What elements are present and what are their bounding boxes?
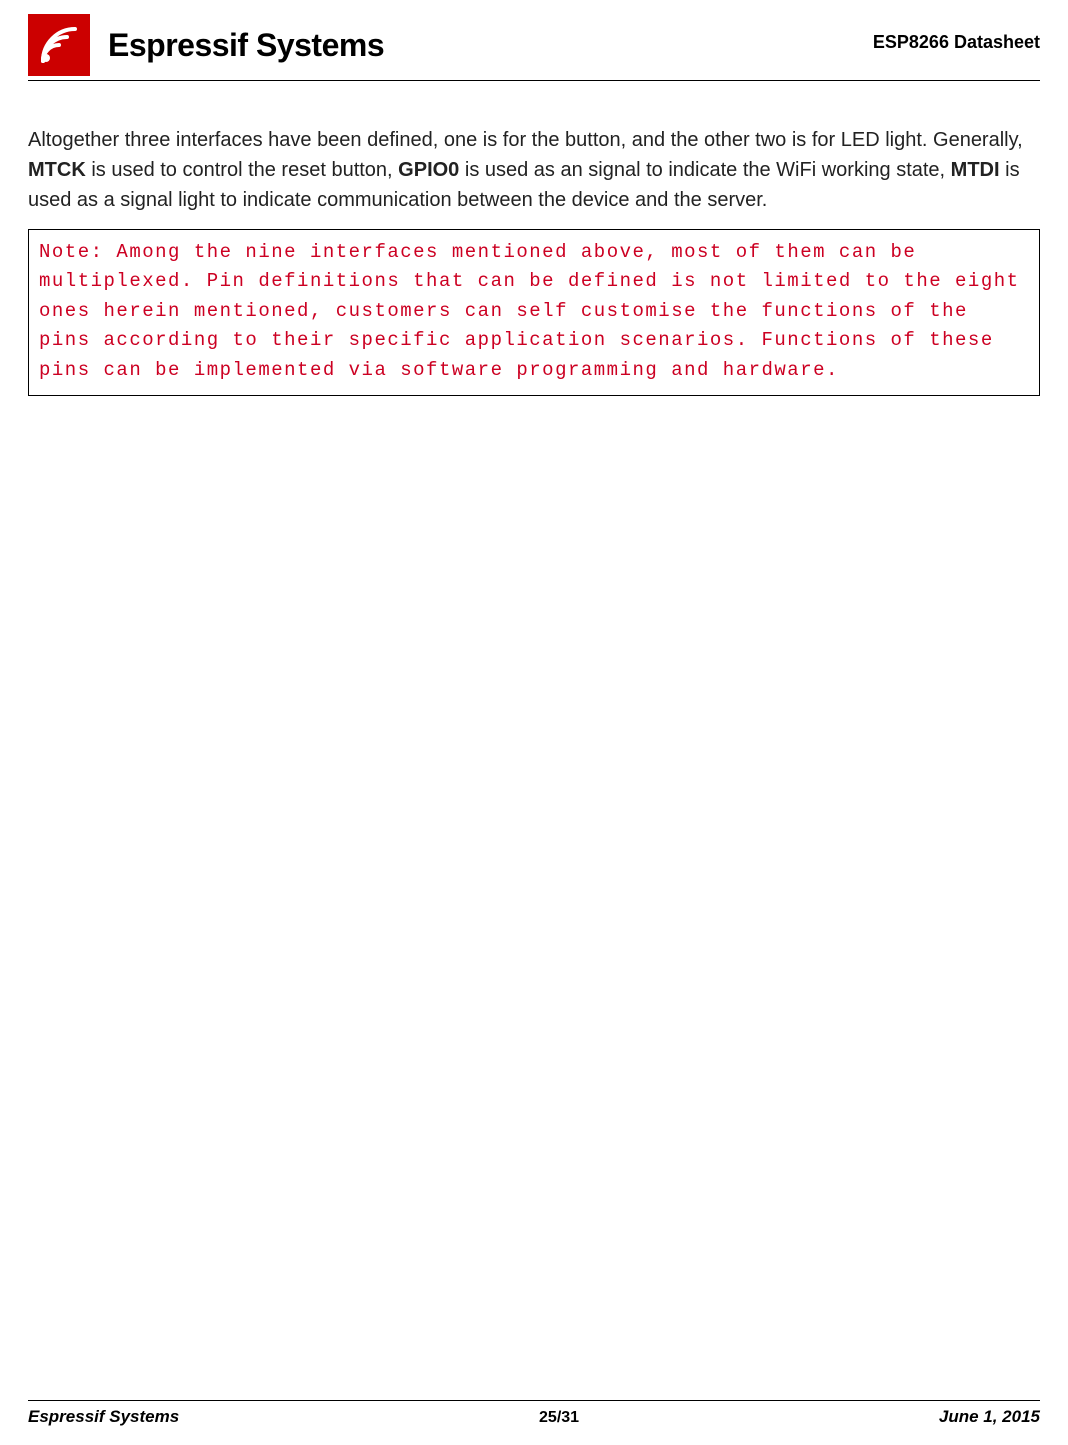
body-text-run: is used to control the reset button,: [86, 159, 398, 181]
espressif-logo: [28, 14, 90, 76]
footer-rule: [28, 1400, 1040, 1401]
body-text-run: Altogether three interfaces have been de…: [28, 129, 1023, 151]
espressif-logo-icon: [35, 21, 83, 69]
bold-term: MTCK: [28, 159, 86, 181]
footer-left: Espressif Systems: [28, 1407, 179, 1427]
footer-page-number: 25/31: [539, 1409, 579, 1427]
footer-date: June 1, 2015: [939, 1407, 1040, 1427]
bold-term: MTDI: [951, 159, 1000, 181]
page: Espressif Systems ESP8266 Datasheet Alto…: [0, 0, 1068, 1445]
page-footer: Espressif Systems 25/31 June 1, 2015: [28, 1400, 1040, 1427]
company-name: Espressif Systems: [108, 27, 384, 64]
footer-row: Espressif Systems 25/31 June 1, 2015: [28, 1407, 1040, 1427]
header-rule: [28, 80, 1040, 81]
note-label: Note:: [39, 241, 104, 263]
document-title: ESP8266 Datasheet: [873, 32, 1040, 53]
bold-term: GPIO0: [398, 159, 459, 181]
body-paragraph: Altogether three interfaces have been de…: [28, 125, 1040, 215]
note-box: Note: Among the nine interfaces mentione…: [28, 229, 1040, 396]
note-text: Among the nine interfaces mentioned abov…: [39, 241, 1020, 381]
page-header: Espressif Systems ESP8266 Datasheet: [28, 0, 1040, 80]
body-text-run: is used as an signal to indicate the WiF…: [459, 159, 950, 181]
